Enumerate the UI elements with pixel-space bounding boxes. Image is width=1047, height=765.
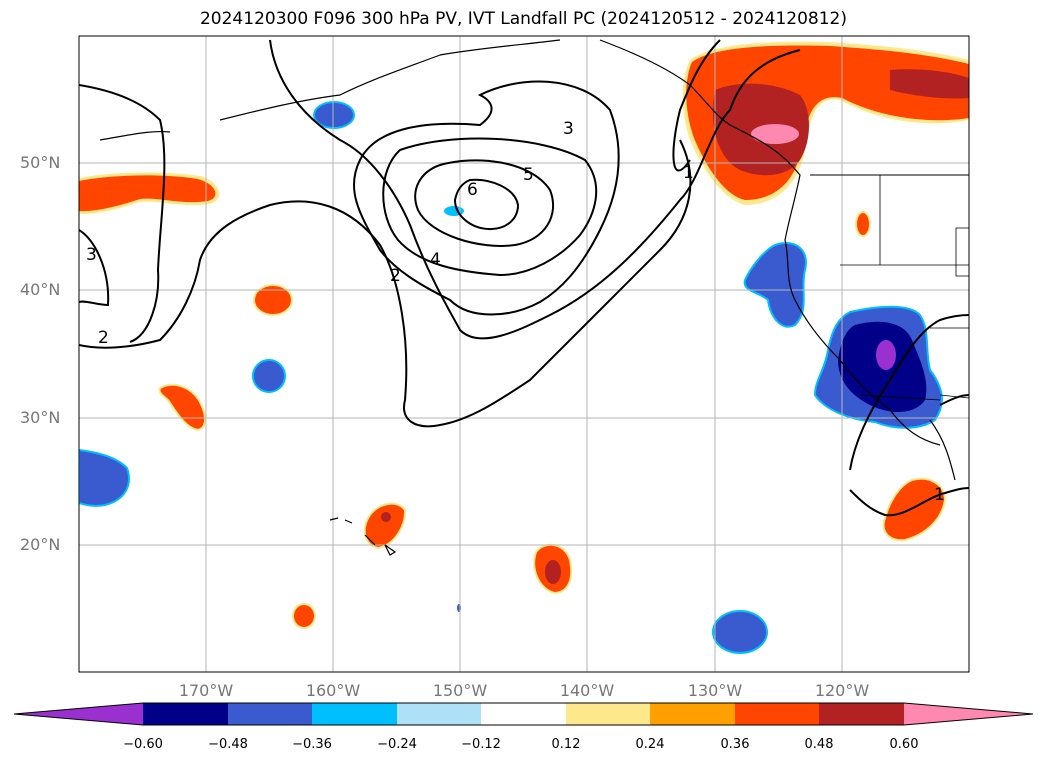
colorbar-tick: 0.48 [804,737,834,752]
contour-label: 1 [683,163,694,183]
contour-label: 2 [98,328,109,348]
contour-label: 3 [563,119,574,139]
max-negative-core [876,340,896,370]
contour-label: 6 [467,180,478,200]
contour-3-west [79,229,110,307]
max-positive-core [751,124,799,144]
colorbar-extend-low [14,703,143,725]
map-frame [78,35,970,673]
contour-label: 3 [86,245,97,265]
lat-label: 40°N [20,280,61,299]
negative-anomaly-southwest [79,448,130,507]
colorbar-tick: −0.12 [461,737,501,752]
contour-5 [414,159,555,247]
contour-1 [672,39,969,517]
colorbar-tick: −0.48 [208,737,248,752]
colorbar-tick: −0.36 [292,737,332,752]
contour-3 [352,80,620,316]
lon-label: 130°W [687,681,743,700]
contour-6 [453,178,520,231]
lon-label: 160°W [305,681,361,700]
contour-label-group: 3 6 5 4 2 1 3 2 1 [86,119,945,505]
colorbar-extend-high [904,703,1033,725]
map-title: 2024120300 F096 300 hPa PV, IVT Landfall… [199,9,847,29]
negative-anomaly-california [743,242,807,328]
contour-2-west [79,84,166,343]
lon-label: 140°W [559,681,615,700]
coastlines [99,39,969,556]
colorbar-tick: 0.36 [720,737,750,752]
lon-label: 120°W [814,681,870,700]
contour-label: 2 [390,266,401,286]
positive-anomaly-small-1 [253,284,293,316]
contour-2 [79,39,801,428]
negative-anomaly-north [313,101,355,129]
graticule [79,36,969,672]
contour-label: 4 [430,250,441,270]
contour-label: 1 [934,485,945,505]
colorbar-tick: 0.24 [635,737,665,752]
lat-label: 50°N [20,153,61,172]
colorbar [13,702,1034,726]
lat-label: 20°N [20,535,61,554]
lon-label: 170°W [178,681,234,700]
colorbar-tick: 0.12 [551,737,581,752]
colorbar-tick: −0.60 [123,737,163,752]
pv-contours [79,39,969,517]
lon-label: 150°W [432,681,488,700]
contour-4 [382,137,598,277]
filled-anomalies [79,41,969,654]
colorbar-tick: 0.60 [889,737,919,752]
lat-label: 30°N [20,408,61,427]
colorbar-tick: −0.24 [377,737,417,752]
contour-label: 5 [523,165,534,185]
